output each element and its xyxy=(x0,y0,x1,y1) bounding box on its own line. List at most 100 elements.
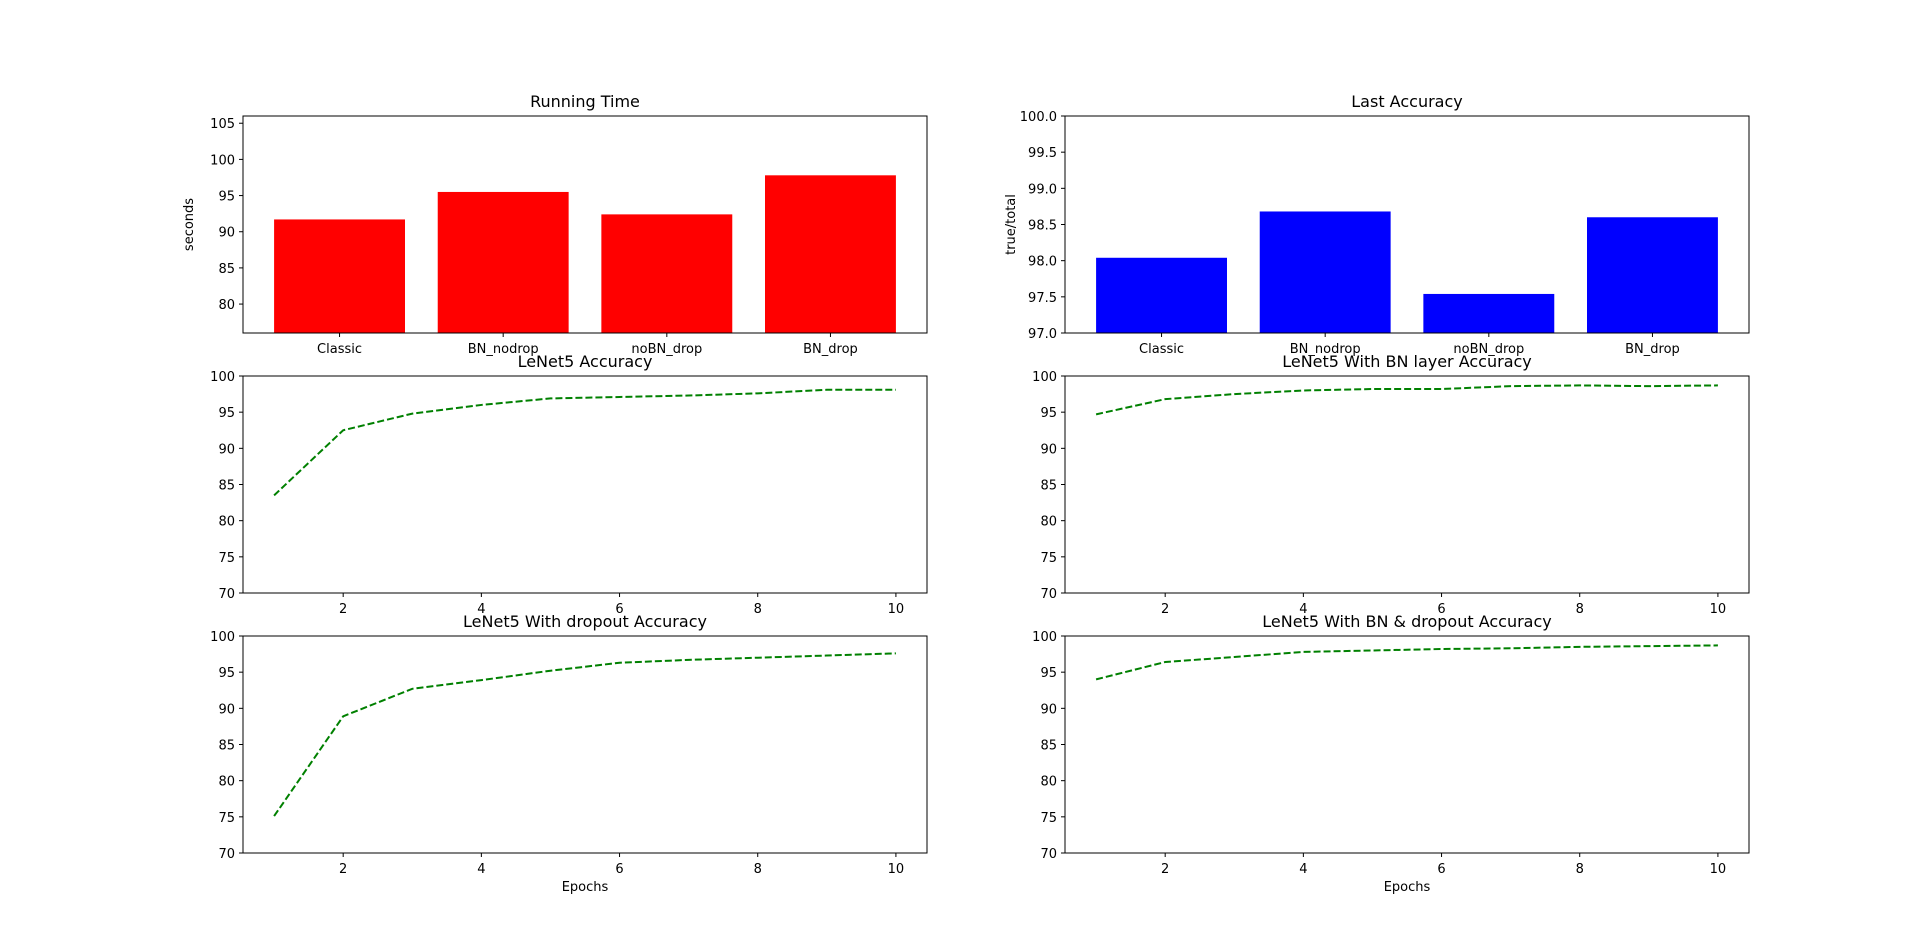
y-tick-label: 75 xyxy=(1040,811,1057,826)
x-tick-label: BN_nodrop xyxy=(468,342,539,357)
chart-title: Running Time xyxy=(530,92,640,111)
y-tick-label: 70 xyxy=(1040,847,1057,862)
y-tick-label: 90 xyxy=(218,442,235,457)
y-tick-label: 97.5 xyxy=(1028,291,1057,306)
x-tick-label: 4 xyxy=(1299,602,1307,617)
y-tick-label: 70 xyxy=(218,587,235,602)
x-axis-label: Epochs xyxy=(562,880,609,895)
y-tick-label: 100 xyxy=(1032,370,1057,385)
y-tick-label: 90 xyxy=(218,702,235,717)
accuracy-series-line xyxy=(273,652,896,817)
y-tick-label: 85 xyxy=(218,262,235,277)
chart-panel-5: LeNet5 With dropout Accuracy 70 75 80 85 90 95… xyxy=(210,612,928,895)
y-tick-label: 75 xyxy=(1040,551,1057,566)
y-tick-label: 97.0 xyxy=(1028,327,1057,342)
y-tick-label: 99.5 xyxy=(1028,146,1057,161)
chart-panel-2: Last Accuracy 97.0 97.5 98.0 98.5 99.0 99.5 100… xyxy=(1004,92,1750,357)
x-tick-label: 6 xyxy=(1437,602,1445,617)
x-tick-label: 2 xyxy=(339,602,347,617)
x-tick-label: 10 xyxy=(1710,862,1727,877)
y-tick-label: 100.0 xyxy=(1020,110,1057,125)
bar-BN_drop xyxy=(765,175,896,333)
y-tick-label: 95 xyxy=(218,406,235,421)
bar-BN_nodrop xyxy=(1259,211,1391,333)
chart-panel-1: Running Time 80 85 90 95 100 105 Classic BN_nodr… xyxy=(182,92,928,357)
x-tick-label: 10 xyxy=(888,602,905,617)
x-tick-label: 8 xyxy=(1576,602,1584,617)
plot-frame xyxy=(1064,635,1750,854)
x-tick-label: 4 xyxy=(477,602,485,617)
plot-frame xyxy=(1064,375,1750,594)
y-tick-label: 85 xyxy=(218,739,235,754)
x-tick-label: 6 xyxy=(615,862,623,877)
y-tick-label: 85 xyxy=(1040,739,1057,754)
bar-BN_nodrop xyxy=(437,191,569,333)
y-tick-label: 80 xyxy=(1040,775,1057,790)
chart-panel-3: LeNet5 Accuracy 70 75 80 85 90 95 100 2 4 6 8 10 xyxy=(210,352,928,617)
y-tick-label: 100 xyxy=(210,370,235,385)
accuracy-series-line xyxy=(1095,384,1718,416)
x-tick-label: 4 xyxy=(477,862,485,877)
plot-frame xyxy=(242,375,928,594)
x-tick-label: BN_drop xyxy=(803,342,858,357)
chart-title: LeNet5 Accuracy xyxy=(518,352,653,371)
y-tick-label: 95 xyxy=(218,666,235,681)
y-tick-label: 75 xyxy=(218,551,235,566)
y-tick-label: 90 xyxy=(1040,702,1057,717)
y-axis-label: seconds xyxy=(182,198,197,251)
bar-noBN_drop xyxy=(601,214,733,333)
y-tick-label: 80 xyxy=(218,775,235,790)
bar-noBN_drop xyxy=(1423,293,1555,333)
x-tick-label: 2 xyxy=(1161,602,1169,617)
x-tick-label: 8 xyxy=(754,862,762,877)
y-tick-label: 98.5 xyxy=(1028,219,1057,234)
plot-frame xyxy=(242,635,928,854)
x-tick-label: Classic xyxy=(1139,342,1184,357)
y-tick-label: 98.0 xyxy=(1028,255,1057,270)
y-tick-label: 70 xyxy=(218,847,235,862)
y-tick-label: 95 xyxy=(1040,666,1057,681)
y-tick-label: 100 xyxy=(1032,630,1057,645)
x-tick-label: 2 xyxy=(339,862,347,877)
y-tick-label: 95 xyxy=(218,190,235,205)
x-axis-label: Epochs xyxy=(1384,880,1431,895)
x-tick-label: noBN_drop xyxy=(631,342,702,357)
y-tick-label: 100 xyxy=(210,630,235,645)
x-tick-label: Classic xyxy=(317,342,362,357)
chart-panel-4: LeNet5 With BN layer Accuracy 70 75 80 85 90 9… xyxy=(1032,352,1750,617)
y-tick-label: 80 xyxy=(218,515,235,530)
bar-BN_drop xyxy=(1587,217,1718,333)
plot-frame xyxy=(242,115,928,334)
chart-title: LeNet5 With BN layer Accuracy xyxy=(1282,352,1532,371)
x-tick-label: 8 xyxy=(754,602,762,617)
bar-Classic xyxy=(1096,257,1227,333)
y-tick-label: 75 xyxy=(218,811,235,826)
x-tick-label: BN_nodrop xyxy=(1290,342,1361,357)
y-axis-label: true/total xyxy=(1004,194,1019,255)
chart-title: LeNet5 With dropout Accuracy xyxy=(463,612,707,631)
x-tick-label: 8 xyxy=(1576,862,1584,877)
x-tick-label: noBN_drop xyxy=(1453,342,1524,357)
accuracy-series-line xyxy=(273,388,896,497)
chart-title: LeNet5 With BN & dropout Accuracy xyxy=(1262,612,1552,631)
y-tick-label: 99.0 xyxy=(1028,182,1057,197)
y-tick-label: 90 xyxy=(1040,442,1057,457)
y-tick-label: 100 xyxy=(210,153,235,168)
x-tick-label: 6 xyxy=(615,602,623,617)
x-tick-label: BN_drop xyxy=(1625,342,1680,357)
x-tick-label: 4 xyxy=(1299,862,1307,877)
y-tick-label: 80 xyxy=(218,298,235,313)
y-tick-label: 85 xyxy=(1040,479,1057,494)
y-tick-label: 105 xyxy=(210,117,235,132)
y-tick-label: 80 xyxy=(1040,515,1057,530)
x-tick-label: 10 xyxy=(1710,602,1727,617)
x-tick-label: 6 xyxy=(1437,862,1445,877)
y-tick-label: 90 xyxy=(218,226,235,241)
accuracy-series-line xyxy=(1095,644,1718,681)
bar-Classic xyxy=(274,219,405,333)
chart-panel-6: LeNet5 With BN & dropout Accuracy 70 75 80 8… xyxy=(1032,612,1750,895)
plot-frame xyxy=(1064,115,1750,334)
chart-title: Last Accuracy xyxy=(1351,92,1462,111)
y-tick-label: 70 xyxy=(1040,587,1057,602)
